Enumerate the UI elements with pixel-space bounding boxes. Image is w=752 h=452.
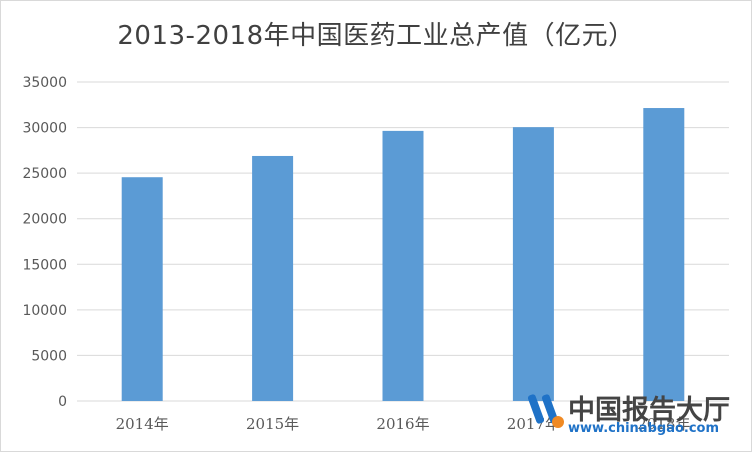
x-tick-label: 2015年 bbox=[246, 415, 299, 433]
watermark: 中国报告大厅 www.chinabgao.com bbox=[528, 388, 748, 446]
logo-icon bbox=[528, 394, 564, 428]
bar bbox=[382, 130, 424, 401]
chart-title: 2013-2018年中国医药工业总产值（亿元） bbox=[117, 21, 635, 51]
x-tick-label: 2014年 bbox=[116, 415, 169, 433]
y-tick-label: 25000 bbox=[22, 166, 67, 182]
bar bbox=[121, 177, 163, 401]
x-tick-label: 2017年 bbox=[507, 415, 560, 433]
bar bbox=[252, 155, 294, 401]
y-tick-label: 10000 bbox=[22, 303, 67, 319]
bar bbox=[643, 108, 685, 401]
watermark-url: www.chinabgao.com bbox=[568, 421, 720, 436]
y-tick-label: 35000 bbox=[22, 75, 67, 91]
y-tick-label: 20000 bbox=[22, 212, 67, 228]
x-tick-label: 2016年 bbox=[376, 415, 429, 433]
y-tick-label: 30000 bbox=[22, 121, 67, 137]
bar bbox=[512, 127, 554, 401]
x-tick-label: 2018年 bbox=[637, 415, 690, 433]
y-tick-label: 15000 bbox=[22, 257, 67, 273]
y-tick-label: 0 bbox=[58, 394, 67, 410]
y-tick-label: 5000 bbox=[31, 348, 67, 364]
watermark-text: 中国报告大厅 bbox=[568, 395, 730, 426]
